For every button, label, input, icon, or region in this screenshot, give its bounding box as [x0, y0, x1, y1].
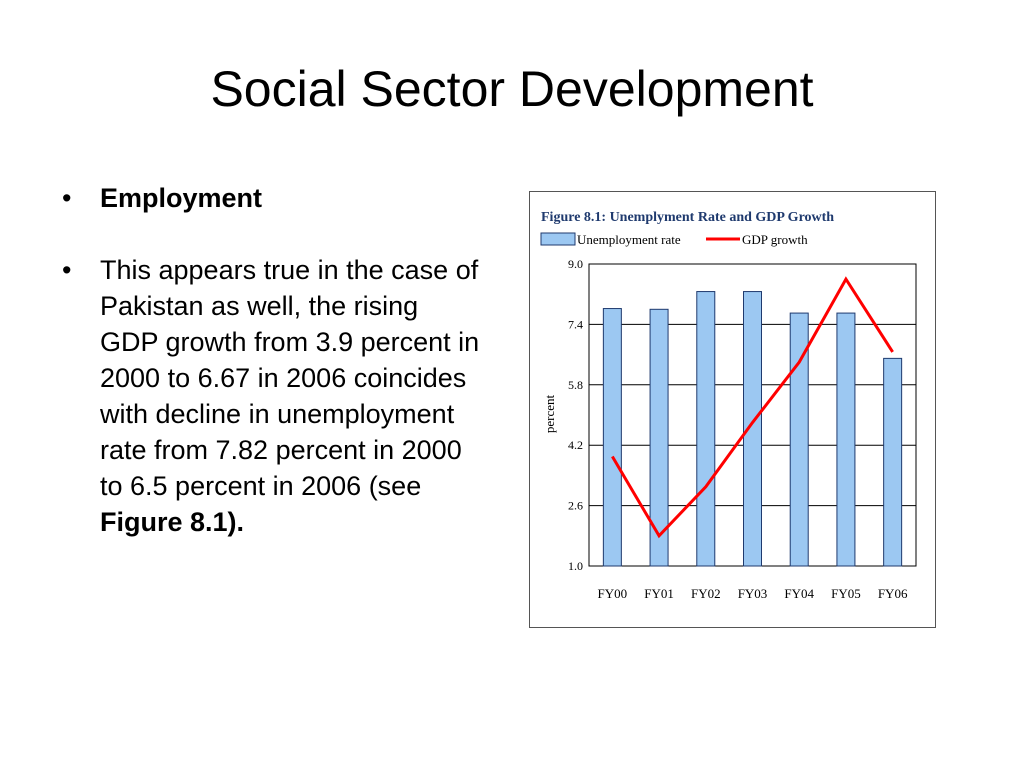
x-tick-label: FY02: [691, 586, 721, 601]
slide-title: Social Sector Development: [210, 61, 814, 117]
bar-fy00: [602, 308, 622, 567]
bar-fy06: [883, 357, 903, 567]
chart-title: Figure 8.1: Unemplyment Rate and GDP Gro…: [541, 210, 834, 225]
bar-fy04: [789, 312, 809, 567]
y-tick-label: 9.0: [568, 257, 583, 271]
plot-area: 1.0 2.6 4.2 5.8 7.4 9.0 FY00 FY01 FY02 FY03 FY04 FY…: [568, 257, 917, 601]
x-tick-label: FY04: [784, 586, 814, 601]
bar-fy03: [743, 291, 762, 567]
x-tick-label: FY00: [598, 586, 628, 601]
x-tick-label: FY06: [878, 586, 908, 601]
bullet-employment-text: Employment: [100, 183, 263, 213]
y-axis-label: percent: [542, 394, 557, 433]
x-tick-label: FY05: [831, 586, 861, 601]
legend-bar-swatch: [540, 232, 576, 246]
legend-label-gdp: GDP growth: [742, 232, 808, 247]
bar-fy02: [696, 291, 716, 567]
y-tick-label: 2.6: [568, 499, 583, 513]
chart-legend: Unemployment rate GDP growth: [540, 232, 808, 247]
x-tick-label: FY03: [738, 586, 768, 601]
y-tick-label: 5.8: [568, 378, 583, 392]
bullet-description: • This appears true in the case of Pakis…: [62, 252, 482, 540]
y-tick-label: 1.0: [568, 559, 583, 573]
figure-8-1: Figure 8.1: Unemplyment Rate and GDP Gro…: [529, 191, 936, 628]
bullet-dot-icon: •: [62, 255, 72, 285]
bullet-list: • Employment • This appears true in the …: [62, 180, 482, 560]
x-tick-label: FY01: [644, 586, 674, 601]
bullet-description-text: This appears true in the case of Pakista…: [100, 255, 480, 501]
gdp-growth-line: [611, 276, 894, 539]
y-tick-label: 7.4: [568, 317, 583, 331]
bullet-employment: • Employment: [62, 180, 482, 216]
bar-fy05: [836, 312, 856, 567]
y-tick-label: 4.2: [568, 438, 583, 452]
figure-reference: Figure 8.1).: [100, 507, 245, 537]
bullet-dot-icon: •: [62, 183, 72, 213]
chart-svg: Figure 8.1: Unemplyment Rate and GDP Gro…: [540, 210, 917, 601]
bar-fy01: [649, 308, 669, 567]
legend-label-unemployment: Unemployment rate: [577, 232, 681, 247]
